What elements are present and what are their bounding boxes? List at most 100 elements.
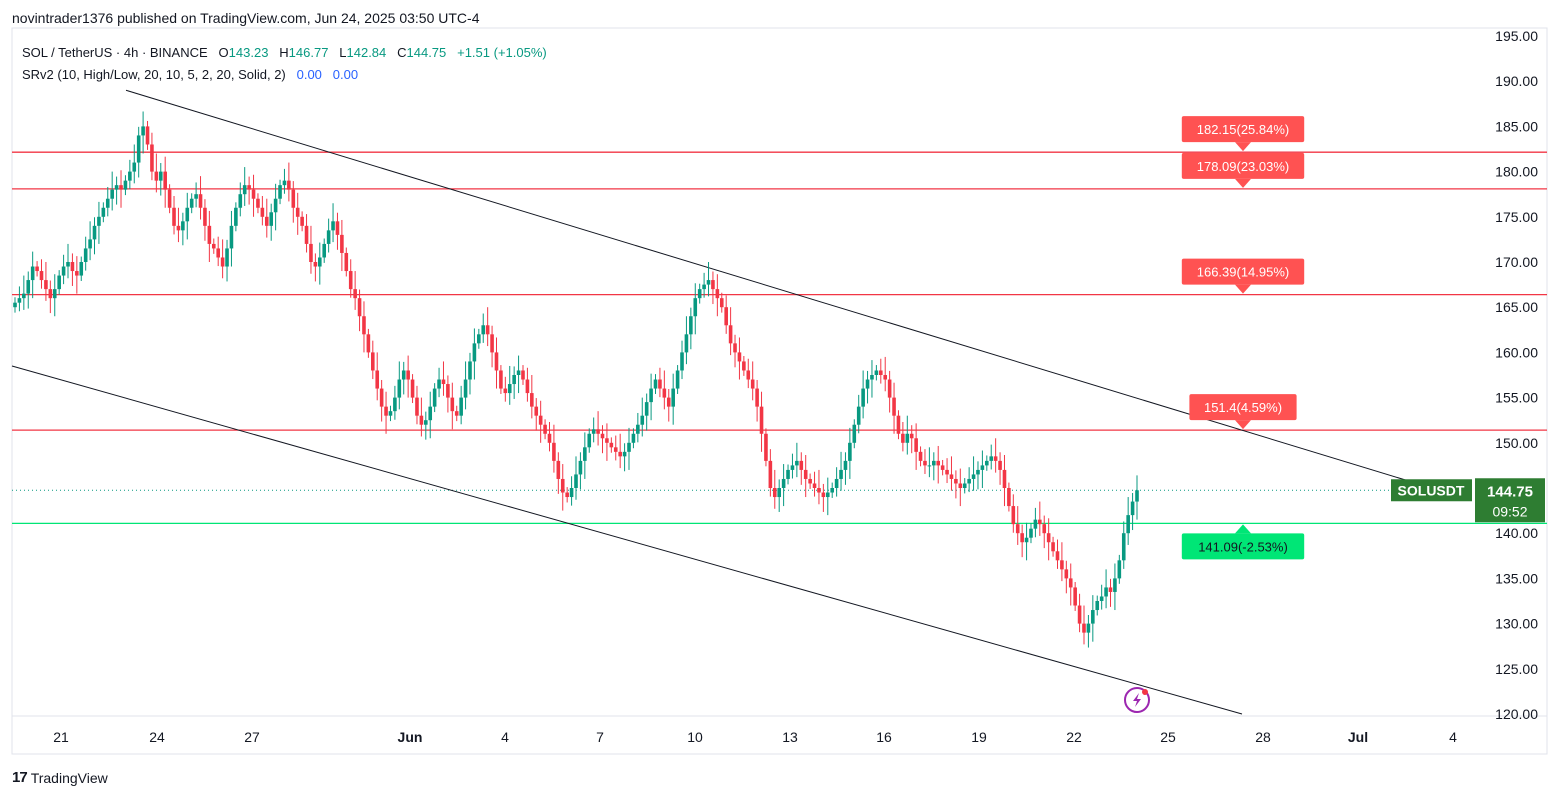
candle bbox=[397, 361, 402, 410]
symbol-price-tag[interactable]: SOLUSDT 144.75 09:52 bbox=[1391, 478, 1545, 523]
candle bbox=[843, 452, 848, 485]
candle bbox=[821, 483, 826, 512]
candle bbox=[945, 458, 949, 484]
candle bbox=[145, 120, 150, 150]
candle bbox=[600, 425, 605, 454]
candle bbox=[401, 361, 406, 395]
candle bbox=[552, 424, 556, 473]
candle bbox=[101, 202, 106, 223]
candle bbox=[22, 275, 26, 310]
candle bbox=[887, 370, 892, 413]
candle bbox=[1108, 578, 1113, 607]
x-tick-label: Jul bbox=[1348, 729, 1368, 745]
candle bbox=[1068, 563, 1073, 606]
channel-lower-line[interactable] bbox=[11, 365, 1243, 715]
candle bbox=[410, 374, 415, 404]
candle bbox=[834, 467, 839, 497]
candle bbox=[331, 203, 335, 243]
candle bbox=[1042, 515, 1047, 549]
x-tick-label: 22 bbox=[1066, 729, 1082, 745]
candle bbox=[543, 419, 547, 440]
candle bbox=[569, 476, 574, 506]
candle bbox=[808, 473, 812, 489]
candle bbox=[189, 193, 194, 214]
candle bbox=[251, 174, 256, 217]
candle bbox=[971, 456, 976, 491]
candle bbox=[715, 274, 720, 317]
candle bbox=[291, 181, 296, 223]
candle bbox=[220, 239, 225, 279]
candle bbox=[980, 450, 985, 488]
candle bbox=[609, 437, 614, 453]
y-tick-label: 130.00 bbox=[1495, 616, 1538, 632]
candle bbox=[940, 459, 945, 476]
y-tick-label: 185.00 bbox=[1495, 118, 1538, 134]
ohlc-legend: SOL / TetherUS · 4h · BINANCE O143.23 H1… bbox=[22, 45, 547, 60]
candle bbox=[640, 397, 645, 437]
candle bbox=[211, 238, 216, 254]
symbol-title[interactable]: SOL / TetherUS · 4h · BINANCE bbox=[22, 45, 208, 60]
candle bbox=[463, 361, 468, 410]
candle bbox=[282, 168, 287, 194]
candle bbox=[1130, 492, 1135, 531]
lightning-alert-icon[interactable] bbox=[1124, 687, 1150, 713]
candle bbox=[706, 262, 711, 297]
candle bbox=[772, 469, 777, 509]
candle bbox=[13, 297, 17, 313]
candle bbox=[1135, 475, 1139, 520]
candle bbox=[242, 167, 247, 206]
candle bbox=[92, 217, 97, 255]
candle bbox=[1099, 584, 1104, 610]
candle bbox=[406, 355, 410, 398]
candle bbox=[309, 225, 313, 274]
open-value: 143.23 bbox=[228, 45, 269, 60]
candle bbox=[229, 210, 234, 267]
candle bbox=[525, 367, 530, 402]
candle bbox=[494, 337, 499, 389]
indicator-legend[interactable]: SRv2 (10, High/Low, 20, 10, 5, 2, 20, So… bbox=[22, 67, 358, 82]
footer-brand[interactable]: 17 TradingView bbox=[12, 769, 108, 786]
candle bbox=[256, 193, 260, 214]
candle bbox=[892, 382, 896, 434]
candle bbox=[454, 405, 459, 422]
candle bbox=[631, 428, 636, 449]
channel-upper-line[interactable] bbox=[125, 89, 1409, 482]
candle bbox=[295, 192, 300, 235]
y-tick-label: 120.00 bbox=[1495, 706, 1538, 722]
candle bbox=[534, 398, 539, 431]
candle bbox=[1007, 482, 1011, 512]
candle bbox=[927, 447, 932, 478]
candle bbox=[812, 471, 817, 497]
candle bbox=[697, 283, 702, 304]
y-tick-label: 180.00 bbox=[1495, 164, 1538, 180]
candle bbox=[247, 176, 251, 205]
candle bbox=[141, 111, 145, 154]
candle bbox=[825, 477, 830, 516]
candle bbox=[870, 360, 874, 398]
candle bbox=[17, 286, 22, 312]
candle bbox=[781, 464, 786, 507]
candle bbox=[441, 361, 446, 396]
x-tick-label: 27 bbox=[244, 729, 260, 745]
x-tick-label: 4 bbox=[1449, 729, 1457, 745]
y-tick-label: 165.00 bbox=[1495, 299, 1538, 315]
candle bbox=[817, 469, 821, 505]
candle bbox=[273, 183, 278, 231]
candle bbox=[649, 373, 653, 421]
candle bbox=[671, 373, 675, 425]
candle bbox=[1086, 615, 1091, 648]
candle bbox=[198, 176, 203, 220]
candle bbox=[75, 256, 79, 294]
candle bbox=[830, 482, 835, 498]
candle bbox=[128, 159, 132, 190]
candle bbox=[154, 153, 159, 193]
candle bbox=[384, 391, 388, 434]
candle bbox=[185, 192, 190, 240]
candle bbox=[322, 238, 327, 263]
candle bbox=[35, 261, 39, 277]
low-value: 142.84 bbox=[346, 45, 387, 60]
candle bbox=[269, 203, 274, 241]
level-label-text: 141.09(-2.53%) bbox=[1198, 539, 1288, 554]
candle bbox=[503, 376, 508, 402]
